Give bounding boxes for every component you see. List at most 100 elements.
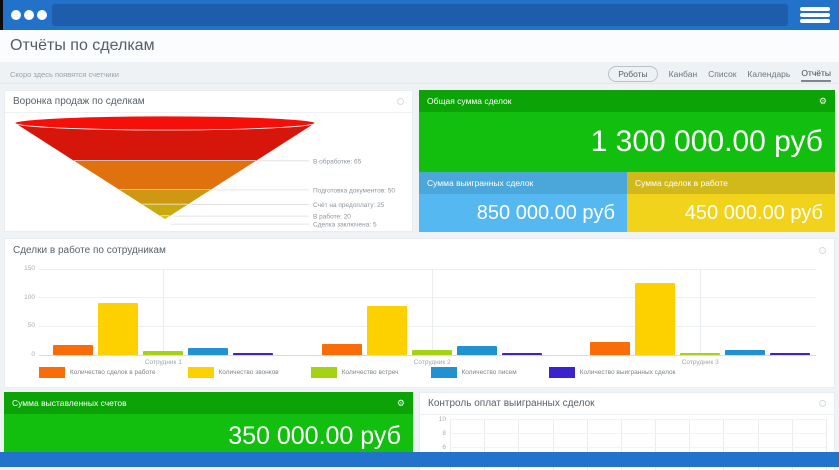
legend-item: Количество писем [430, 367, 517, 378]
bar-group [590, 283, 811, 355]
bar [412, 349, 453, 355]
browser-top-bar [0, 0, 839, 30]
total-sum-label: Общая сумма сделок [427, 96, 512, 106]
gear-icon[interactable]: ⚙ [396, 397, 405, 408]
bar [53, 344, 94, 355]
totals-block: Общая сумма сделок ⚙ 1 300 000.00 руб Су… [419, 90, 835, 232]
funnel-panel: Воронка продаж по сделкам В обработке: 6… [4, 90, 413, 232]
bar [725, 350, 766, 355]
gear-icon[interactable]: ⚙ [818, 95, 827, 106]
payments-chart: 10 8 6 [439, 416, 827, 470]
tab-spisok[interactable]: Список [708, 69, 737, 79]
gridline [450, 433, 826, 434]
panel-settings-icon[interactable] [819, 246, 826, 254]
bar [770, 353, 811, 355]
funnel-segment [142, 204, 188, 217]
tab-kalendar[interactable]: Календарь [747, 69, 791, 79]
hamburger-menu-icon[interactable] [800, 7, 830, 25]
funnel-top-ellipse [14, 115, 316, 131]
funnel-segment [160, 216, 170, 219]
won-sum-header: Сумма выигранных сделок [419, 172, 627, 194]
category-gridline [163, 269, 165, 355]
funnel-panel-title: Воронка продаж по сделкам [13, 96, 145, 107]
gridline [39, 354, 816, 356]
category-label: Сотрудник 3 [681, 359, 719, 366]
bar [635, 283, 676, 355]
y-axis-tick: 100 [24, 293, 35, 301]
legend-item: Количество звонков [187, 367, 279, 378]
funnel-stage-label: В обработке: 65 [313, 157, 362, 165]
gridline [450, 419, 451, 470]
panel-settings-icon[interactable] [397, 98, 404, 105]
gridline [39, 268, 816, 270]
legend-label: Количество звонков [218, 369, 279, 376]
legend-swatch [548, 367, 575, 378]
page-title: Отчёты по сделкам [10, 37, 155, 54]
invoices-label: Сумма выставленных счетов [12, 398, 127, 408]
funnel-chart: В обработке: 65 Подготовка документов: 50… [14, 115, 395, 229]
funnel-stage-label: В работе: 20 [313, 213, 351, 221]
bar-group [322, 306, 543, 355]
category-label: Сотрудник 1 [144, 359, 182, 366]
window-dots [11, 10, 47, 20]
window-dot [11, 10, 21, 20]
category-gridline [700, 269, 702, 355]
gridline [450, 419, 826, 420]
legend-swatch [187, 367, 214, 378]
gridline [620, 419, 622, 470]
work-sum-card: Сумма сделок в работе 450 000.00 руб [627, 172, 835, 232]
y-axis-tick: 50 [27, 322, 35, 330]
bar [98, 303, 139, 355]
address-bar[interactable] [52, 4, 788, 26]
sub-header: Скоро здесь появятся счетчики Роботы Кан… [0, 62, 839, 84]
view-tabs: Роботы Канбан Список Календарь Отчёты [608, 66, 831, 82]
gridline [791, 419, 793, 470]
legend-swatch [430, 367, 457, 378]
y-axis-tick: 6 [442, 444, 446, 451]
gridline [450, 447, 826, 448]
legend-label: Количество встреч [341, 369, 399, 376]
bar [680, 353, 721, 355]
invoices-sum-block: Сумма выставленных счетов ⚙ 350 000.00 р… [4, 392, 413, 470]
total-sum-header: Общая сумма сделок ⚙ [419, 90, 835, 112]
legend-item: Количество выигранных сделок [548, 367, 676, 378]
work-sum-header: Сумма сделок в работе [627, 172, 835, 194]
payments-panel-title: Контроль оплат выигранных сделок [428, 398, 595, 409]
gridline [39, 325, 816, 327]
legend-label: Количество писем [461, 369, 517, 376]
bar [590, 342, 631, 355]
favorite-star-icon[interactable]: ☆ [105, 39, 116, 53]
panel-settings-icon[interactable] [819, 400, 826, 407]
gridline [757, 419, 759, 470]
employees-chart-panel: Сделки в работе по сотрудникам 0 50 100 150… [4, 238, 835, 388]
funnel-stage-label: Счёт на предоплату: 25 [313, 202, 385, 209]
page-header: Отчёты по сделкам ☆ Отчётный период: Пос… [0, 30, 839, 88]
legend-label: Количество выигранных сделок [579, 369, 676, 376]
legend-item: Количество сделок в работе [39, 367, 156, 378]
screen-edge [0, 0, 3, 30]
legend-swatch [310, 367, 337, 378]
tab-otchety[interactable]: Отчёты [801, 66, 831, 82]
tab-kanban[interactable]: Канбан [668, 69, 698, 79]
funnel-segment [15, 123, 315, 161]
counters-hint: Скоро здесь появятся счетчики [10, 70, 119, 79]
bar [457, 345, 498, 355]
funnel-segment [74, 160, 256, 190]
won-sum-value: 850 000.00 руб [419, 194, 627, 232]
y-axis-tick: 0 [31, 351, 35, 358]
funnel-stage-label: Подготовка документов: 50 [313, 187, 395, 194]
tab-roboty[interactable]: Роботы [608, 66, 658, 82]
invoices-header: Сумма выставленных счетов ⚙ [4, 392, 413, 414]
gridline [552, 419, 554, 470]
funnel-stage-label: Сделка заключена: 5 [313, 222, 377, 229]
bar [143, 351, 184, 355]
category-gridline [432, 269, 434, 355]
gridline [723, 419, 725, 470]
bar [233, 353, 274, 355]
gridline [586, 419, 588, 470]
funnel-segment [119, 189, 211, 205]
category-label: Сотрудник 2 [413, 359, 451, 366]
invoices-value: 350 000.00 руб [4, 414, 413, 458]
bar [188, 347, 229, 355]
won-sum-card: Сумма выигранных сделок 850 000.00 руб [419, 172, 627, 232]
